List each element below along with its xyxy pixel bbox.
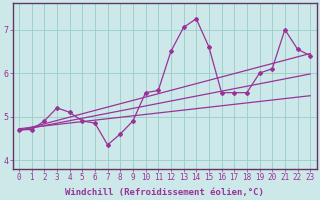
X-axis label: Windchill (Refroidissement éolien,°C): Windchill (Refroidissement éolien,°C) — [65, 188, 264, 197]
